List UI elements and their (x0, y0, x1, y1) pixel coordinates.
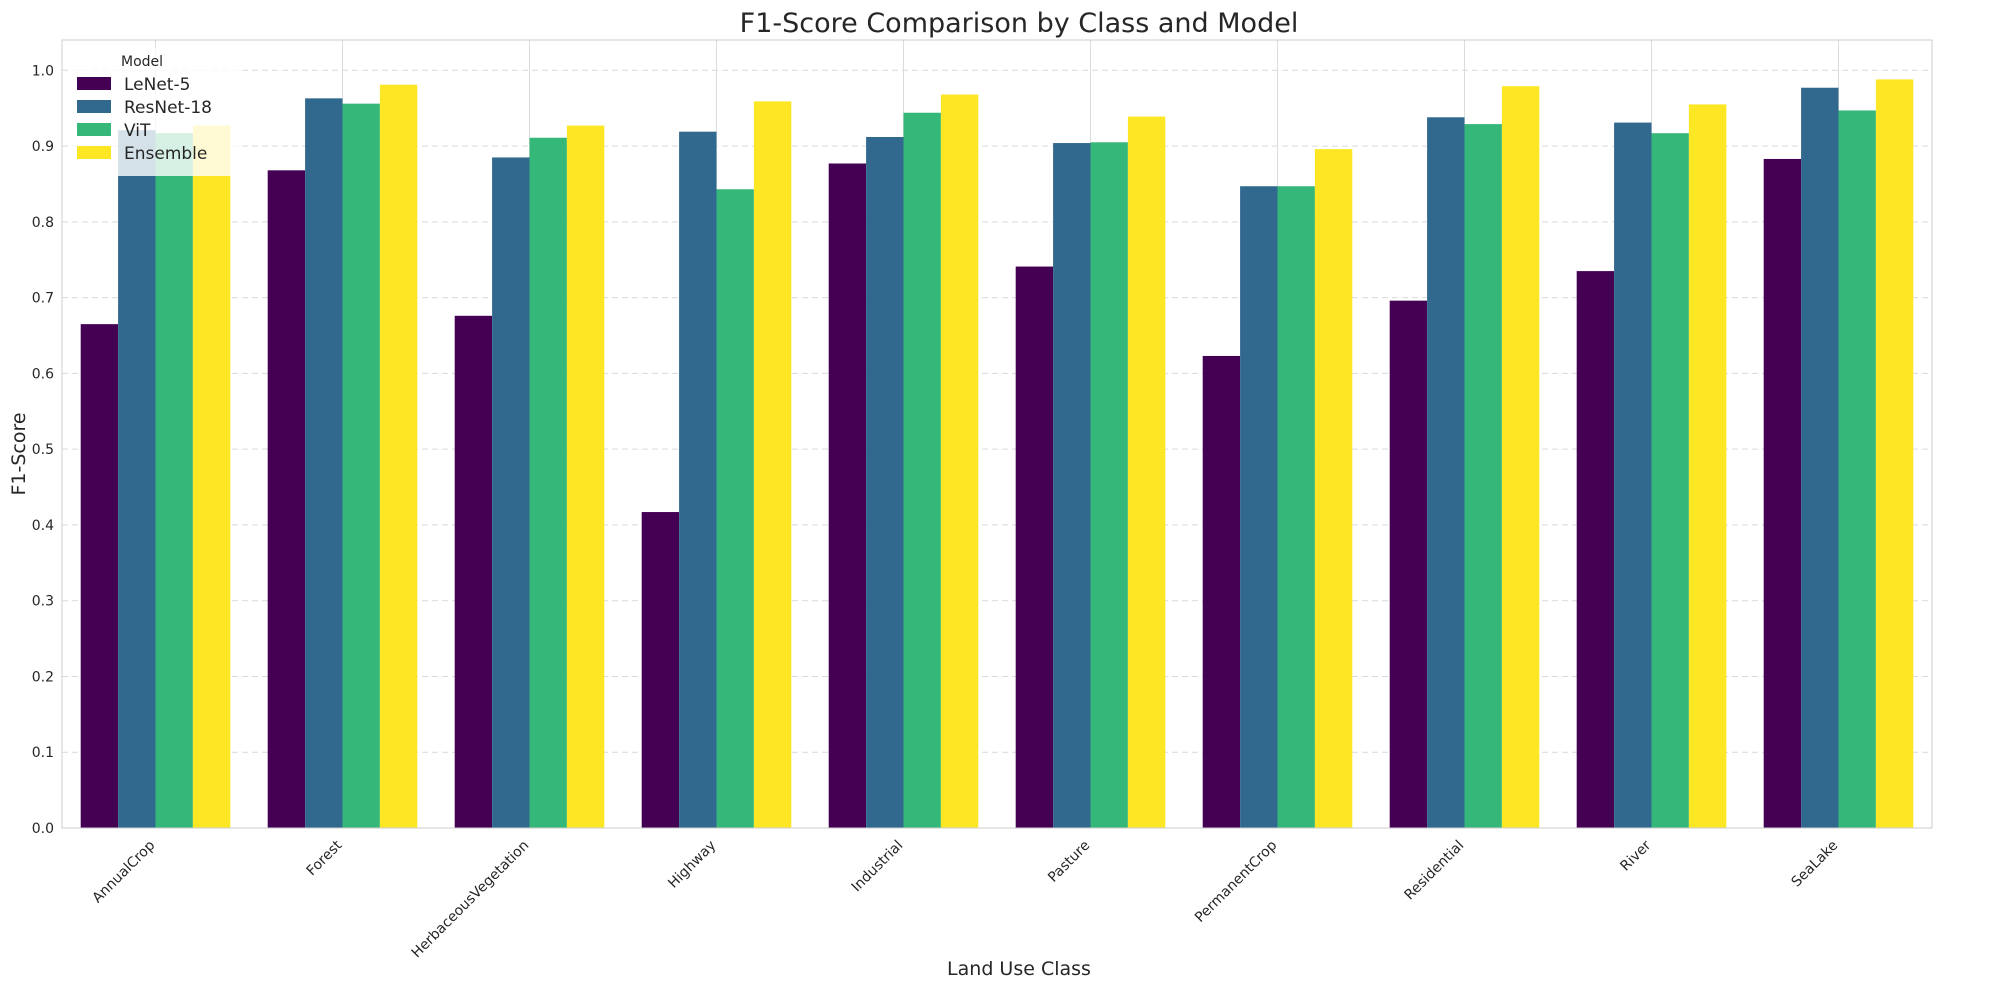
bar-vit (1651, 133, 1689, 828)
legend-swatch (77, 146, 111, 159)
y-tick-label: 0.8 (32, 215, 54, 231)
x-tick-label: PermanentCrop (1192, 837, 1280, 925)
bar-lenet-5 (641, 512, 680, 828)
bar-vit (716, 189, 754, 828)
bar-resnet-18 (1614, 122, 1652, 829)
bar-ensemble (1875, 79, 1914, 828)
legend: Model LeNet-5 ResNet-18 ViT Ensemble (70, 48, 240, 176)
legend-swatch (77, 77, 111, 90)
x-tick-label: SeaLake (1789, 838, 1842, 891)
chart-title: F1-Score Comparison by Class and Model (740, 8, 1299, 39)
bar-resnet-18 (679, 131, 717, 828)
bar-resnet-18 (118, 130, 156, 828)
bar-lenet-5 (828, 163, 867, 828)
bar-ensemble (566, 125, 605, 828)
y-tick-label: 0.5 (32, 442, 54, 458)
bar-lenet-5 (1389, 300, 1428, 829)
bar-vit (903, 112, 941, 828)
bar-vit (342, 103, 380, 828)
legend-label: ResNet-18 (124, 98, 212, 118)
legend-swatch (77, 100, 111, 113)
bar-lenet-5 (1576, 271, 1615, 828)
y-tick-label: 0.0 (32, 821, 54, 837)
y-tick-label: 0.4 (32, 518, 54, 534)
bar-vit (155, 133, 193, 828)
y-tick-label: 0.6 (32, 366, 54, 382)
bar-vit (1090, 142, 1128, 829)
y-tick-label: 0.7 (32, 291, 54, 307)
bar-ensemble (192, 125, 231, 828)
x-tick-label: Forest (304, 837, 346, 879)
x-tick-label: River (1617, 837, 1654, 874)
bar-lenet-5 (80, 324, 119, 828)
bar-ensemble (1501, 86, 1540, 828)
bar-ensemble (1314, 149, 1353, 829)
legend-label: Ensemble (124, 144, 207, 164)
bar-lenet-5 (1763, 158, 1802, 828)
bar-resnet-18 (305, 98, 343, 829)
bar-vit (529, 137, 567, 828)
bars (80, 79, 1914, 829)
legend-title: Model (121, 54, 163, 70)
x-tick-label: HerbaceousVegetation (409, 838, 533, 962)
bar-resnet-18 (1240, 186, 1278, 828)
x-tick-label: Highway (665, 838, 719, 892)
bar-lenet-5 (1202, 355, 1241, 828)
bar-ensemble (940, 94, 979, 829)
legend-label: LeNet-5 (124, 75, 190, 95)
bar-ensemble (379, 84, 418, 828)
y-tick-label: 1.0 (32, 63, 54, 79)
x-axis-label: Land Use Class (947, 958, 1091, 980)
x-tick-label: Industrial (849, 838, 907, 896)
y-tick-label: 0.2 (32, 669, 54, 685)
legend-label: ViT (124, 121, 151, 141)
bar-lenet-5 (267, 170, 306, 829)
bar-lenet-5 (1015, 266, 1054, 828)
bar-resnet-18 (1427, 117, 1465, 829)
axes (61, 39, 1933, 829)
y-tick-label: 0.9 (32, 139, 54, 155)
bar-resnet-18 (1053, 143, 1091, 829)
bar-ensemble (1688, 104, 1727, 828)
bar-lenet-5 (454, 315, 493, 828)
bar-vit (1277, 186, 1315, 828)
axes-frame (61, 39, 1933, 829)
x-tick-label: Residential (1401, 838, 1467, 904)
bar-ensemble (753, 101, 792, 829)
legend-swatch (77, 123, 111, 136)
x-tick-label: AnnualCrop (89, 837, 158, 906)
bar-resnet-18 (492, 157, 530, 828)
y-axis-label: F1-Score (8, 412, 30, 495)
y-tick-label: 0.1 (32, 745, 54, 761)
bar-vit (1838, 110, 1876, 828)
bar-ensemble (1127, 116, 1166, 829)
bar-vit (1464, 124, 1502, 829)
y-tick-label: 0.3 (32, 594, 54, 610)
bar-resnet-18 (1801, 87, 1839, 828)
bar-resnet-18 (866, 136, 904, 828)
x-tick-label: Pasture (1045, 838, 1093, 886)
